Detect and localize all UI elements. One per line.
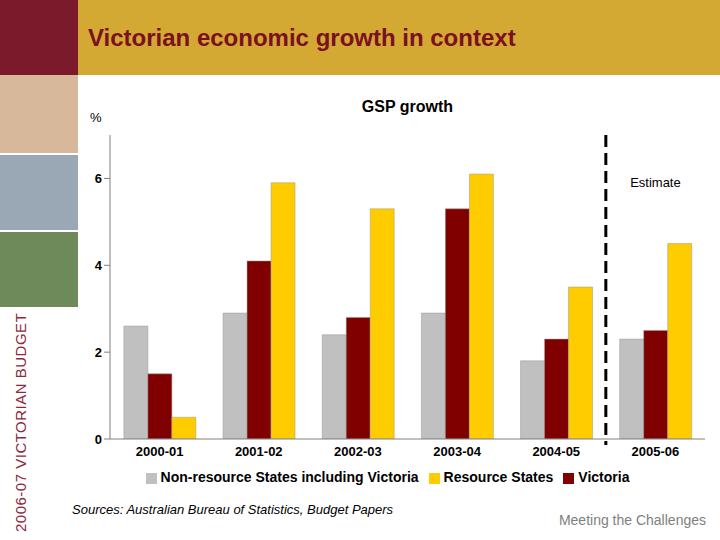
svg-text:2: 2 [95, 345, 102, 360]
svg-text:0: 0 [95, 432, 102, 447]
svg-text:2000-01: 2000-01 [136, 444, 184, 459]
html-text:2006-07 VICTORIAN BUDGET: 2006-07 VICTORIAN BUDGET [12, 312, 29, 532]
svg-text:4: 4 [95, 258, 103, 273]
svg-text:2001-02: 2001-02 [235, 444, 283, 459]
html-text:Victoria: Victoria [578, 469, 630, 485]
svg-text:6: 6 [95, 171, 102, 186]
html-text:Sources: Australian Bureau of: Sources: Australian Bureau of Statistics… [72, 502, 394, 517]
html-text:Victorian economic growth in c: Victorian economic growth in context [88, 24, 516, 51]
svg-text:Estimate: Estimate [630, 175, 681, 190]
html-text:Meeting the Challenges: Meeting the Challenges [558, 512, 706, 528]
svg-text:2002-03: 2002-03 [334, 444, 382, 459]
svg-text:2005-06: 2005-06 [632, 444, 680, 459]
html-text:GSP growth: GSP growth [361, 98, 454, 115]
html-text:Resource States: Resource States [443, 469, 554, 485]
html-text:Non-resource States including: Non-resource States including Victoria [160, 469, 419, 485]
svg-text:2003-04: 2003-04 [433, 444, 481, 459]
svg-text:2004-05: 2004-05 [532, 444, 580, 459]
